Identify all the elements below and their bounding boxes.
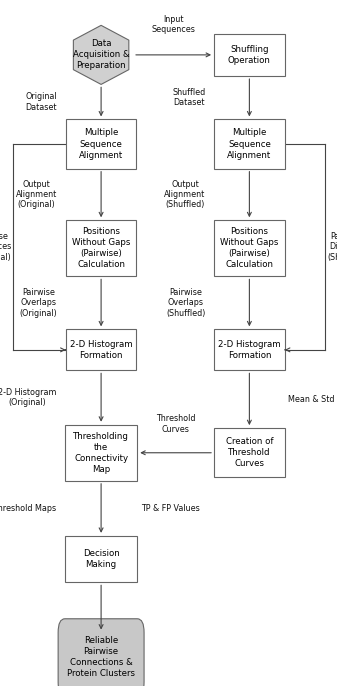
Text: Pairwise
Overlaps
(Original): Pairwise Overlaps (Original) <box>20 288 57 318</box>
FancyBboxPatch shape <box>214 428 285 477</box>
Text: Positions
Without Gaps
(Pairwise)
Calculation: Positions Without Gaps (Pairwise) Calcul… <box>220 227 279 270</box>
Text: Multiple
Sequence
Alignment: Multiple Sequence Alignment <box>227 128 272 160</box>
FancyBboxPatch shape <box>214 220 285 276</box>
FancyBboxPatch shape <box>58 619 144 686</box>
Text: 2-D Histogram
Formation: 2-D Histogram Formation <box>70 340 132 360</box>
Text: 2-D Histogram
Formation: 2-D Histogram Formation <box>218 340 281 360</box>
FancyBboxPatch shape <box>66 119 136 169</box>
Text: Creation of
Threshold
Curves: Creation of Threshold Curves <box>226 437 273 469</box>
Text: Decision
Making: Decision Making <box>83 549 120 569</box>
Text: Threshold Maps: Threshold Maps <box>0 504 57 513</box>
FancyBboxPatch shape <box>65 425 137 481</box>
Text: Reliable
Pairwise
Connections &
Protein Clusters: Reliable Pairwise Connections & Protein … <box>67 636 135 678</box>
Text: TP & FP Values: TP & FP Values <box>141 504 200 513</box>
Text: Pairwise
Overlaps
(Shuffled): Pairwise Overlaps (Shuffled) <box>166 288 206 318</box>
FancyBboxPatch shape <box>65 536 137 582</box>
FancyBboxPatch shape <box>66 329 136 370</box>
Polygon shape <box>73 25 129 84</box>
Text: Threshold
Curves: Threshold Curves <box>156 414 195 434</box>
Text: 2-D Histogram
(Original): 2-D Histogram (Original) <box>0 388 57 407</box>
FancyBboxPatch shape <box>214 119 285 169</box>
Text: Positions
Without Gaps
(Pairwise)
Calculation: Positions Without Gaps (Pairwise) Calcul… <box>72 227 130 270</box>
Text: Original
Dataset: Original Dataset <box>26 92 57 112</box>
FancyBboxPatch shape <box>214 329 285 370</box>
Text: Data
Acquisition &
Preparation: Data Acquisition & Preparation <box>73 39 129 71</box>
FancyBboxPatch shape <box>66 220 136 276</box>
Text: Shuffling
Operation: Shuffling Operation <box>228 45 271 65</box>
Text: Output
Alignment
(Shuffled): Output Alignment (Shuffled) <box>164 180 206 209</box>
Text: Output
Alignment
(Original): Output Alignment (Original) <box>16 180 57 209</box>
Text: Multiple
Sequence
Alignment: Multiple Sequence Alignment <box>79 128 123 160</box>
Text: Thresholding
the
Connectivity
Map: Thresholding the Connectivity Map <box>73 431 129 474</box>
FancyBboxPatch shape <box>214 34 285 76</box>
Text: Mean & Std Values: Mean & Std Values <box>288 394 337 404</box>
Text: Pairwise
Distance
(Shuffled): Pairwise Distance (Shuffled) <box>327 232 337 262</box>
Text: Pairwise
Distances
(Original): Pairwise Distances (Original) <box>0 232 12 262</box>
Text: Input
Sequences: Input Sequences <box>152 15 195 34</box>
Text: Shuffled
Dataset: Shuffled Dataset <box>172 88 206 108</box>
